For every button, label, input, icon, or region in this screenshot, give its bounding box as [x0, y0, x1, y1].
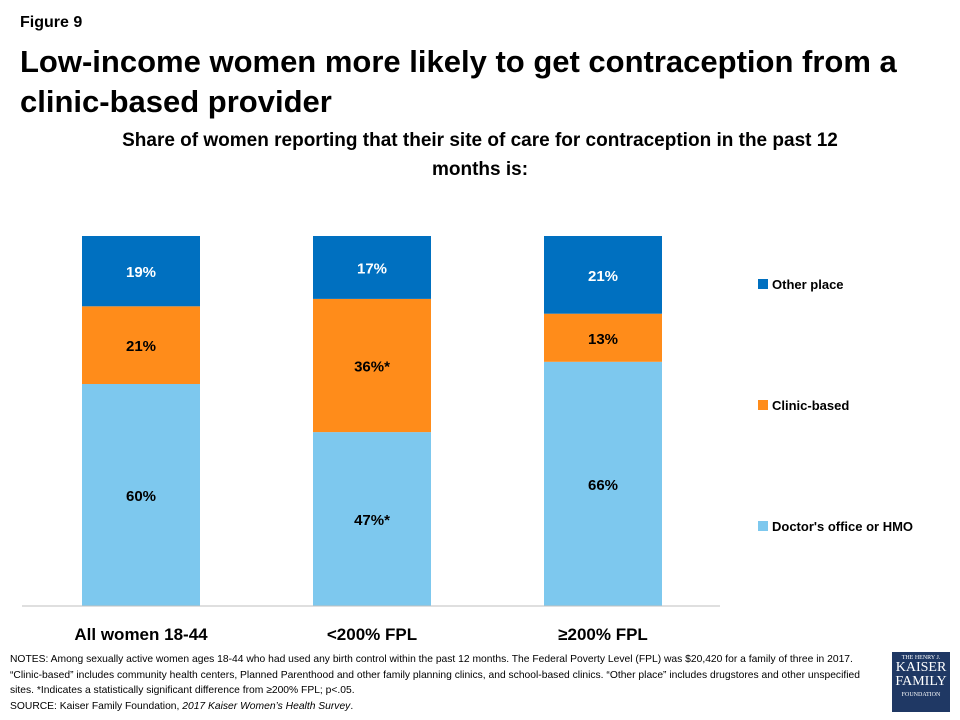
legend-label: Other place — [772, 277, 844, 292]
legend-label: Doctor's office or HMO — [772, 519, 913, 534]
bar-segment — [544, 236, 662, 314]
source-prefix: SOURCE: Kaiser Family Foundation, — [10, 700, 183, 712]
logo-line: FAMILY — [895, 674, 947, 689]
data-label: 21% — [126, 338, 156, 355]
data-label: 66% — [588, 477, 618, 494]
bar-segment — [313, 298, 431, 433]
chart-title: Low-income women more likely to get cont… — [20, 44, 897, 119]
category-label: <200% FPL — [327, 625, 417, 644]
bar-segment — [82, 236, 200, 307]
data-label: 47%* — [354, 512, 390, 529]
category-label: ≥200% FPL — [558, 625, 648, 644]
category-label: All women 18-44 — [74, 625, 208, 644]
logo-line: FOUNDATION — [901, 692, 941, 698]
bar-segment — [544, 313, 662, 362]
bar-segment — [313, 432, 431, 606]
figure-label: Figure 9 — [20, 14, 83, 31]
logo-line: KAISER — [895, 660, 947, 675]
data-label: 60% — [126, 488, 156, 505]
bar-segment — [544, 361, 662, 606]
bar-segment — [82, 384, 200, 606]
data-label: 19% — [126, 264, 156, 281]
kff-logo: THE HENRY J. KAISER FAMILY FOUNDATION — [892, 652, 950, 712]
bar-segment — [82, 306, 200, 384]
legend-swatch — [758, 521, 768, 531]
source-suffix: . — [350, 700, 354, 712]
stacked-bar-chart: 60% 21% 19% All women 18-44 47%* 36%* 17% <200%… — [22, 236, 913, 644]
legend-swatch — [758, 400, 768, 410]
logo-line: THE HENRY J. — [901, 655, 941, 661]
bar-segment — [313, 236, 431, 299]
legend-swatch — [758, 279, 768, 289]
notes: NOTES: Among sexually active women ages … — [10, 652, 880, 714]
data-label: 21% — [588, 268, 618, 285]
legend-label: Clinic-based — [772, 398, 849, 413]
data-label: 17% — [357, 260, 387, 277]
data-label: 36%* — [354, 359, 390, 376]
notes-text: NOTES: Among sexually active women ages … — [10, 654, 860, 696]
source-title: 2017 Kaiser Women’s Health Survey — [182, 700, 351, 712]
chart-subtitle: Share of women reporting that their site… — [122, 130, 838, 180]
data-label: 13% — [588, 331, 618, 348]
